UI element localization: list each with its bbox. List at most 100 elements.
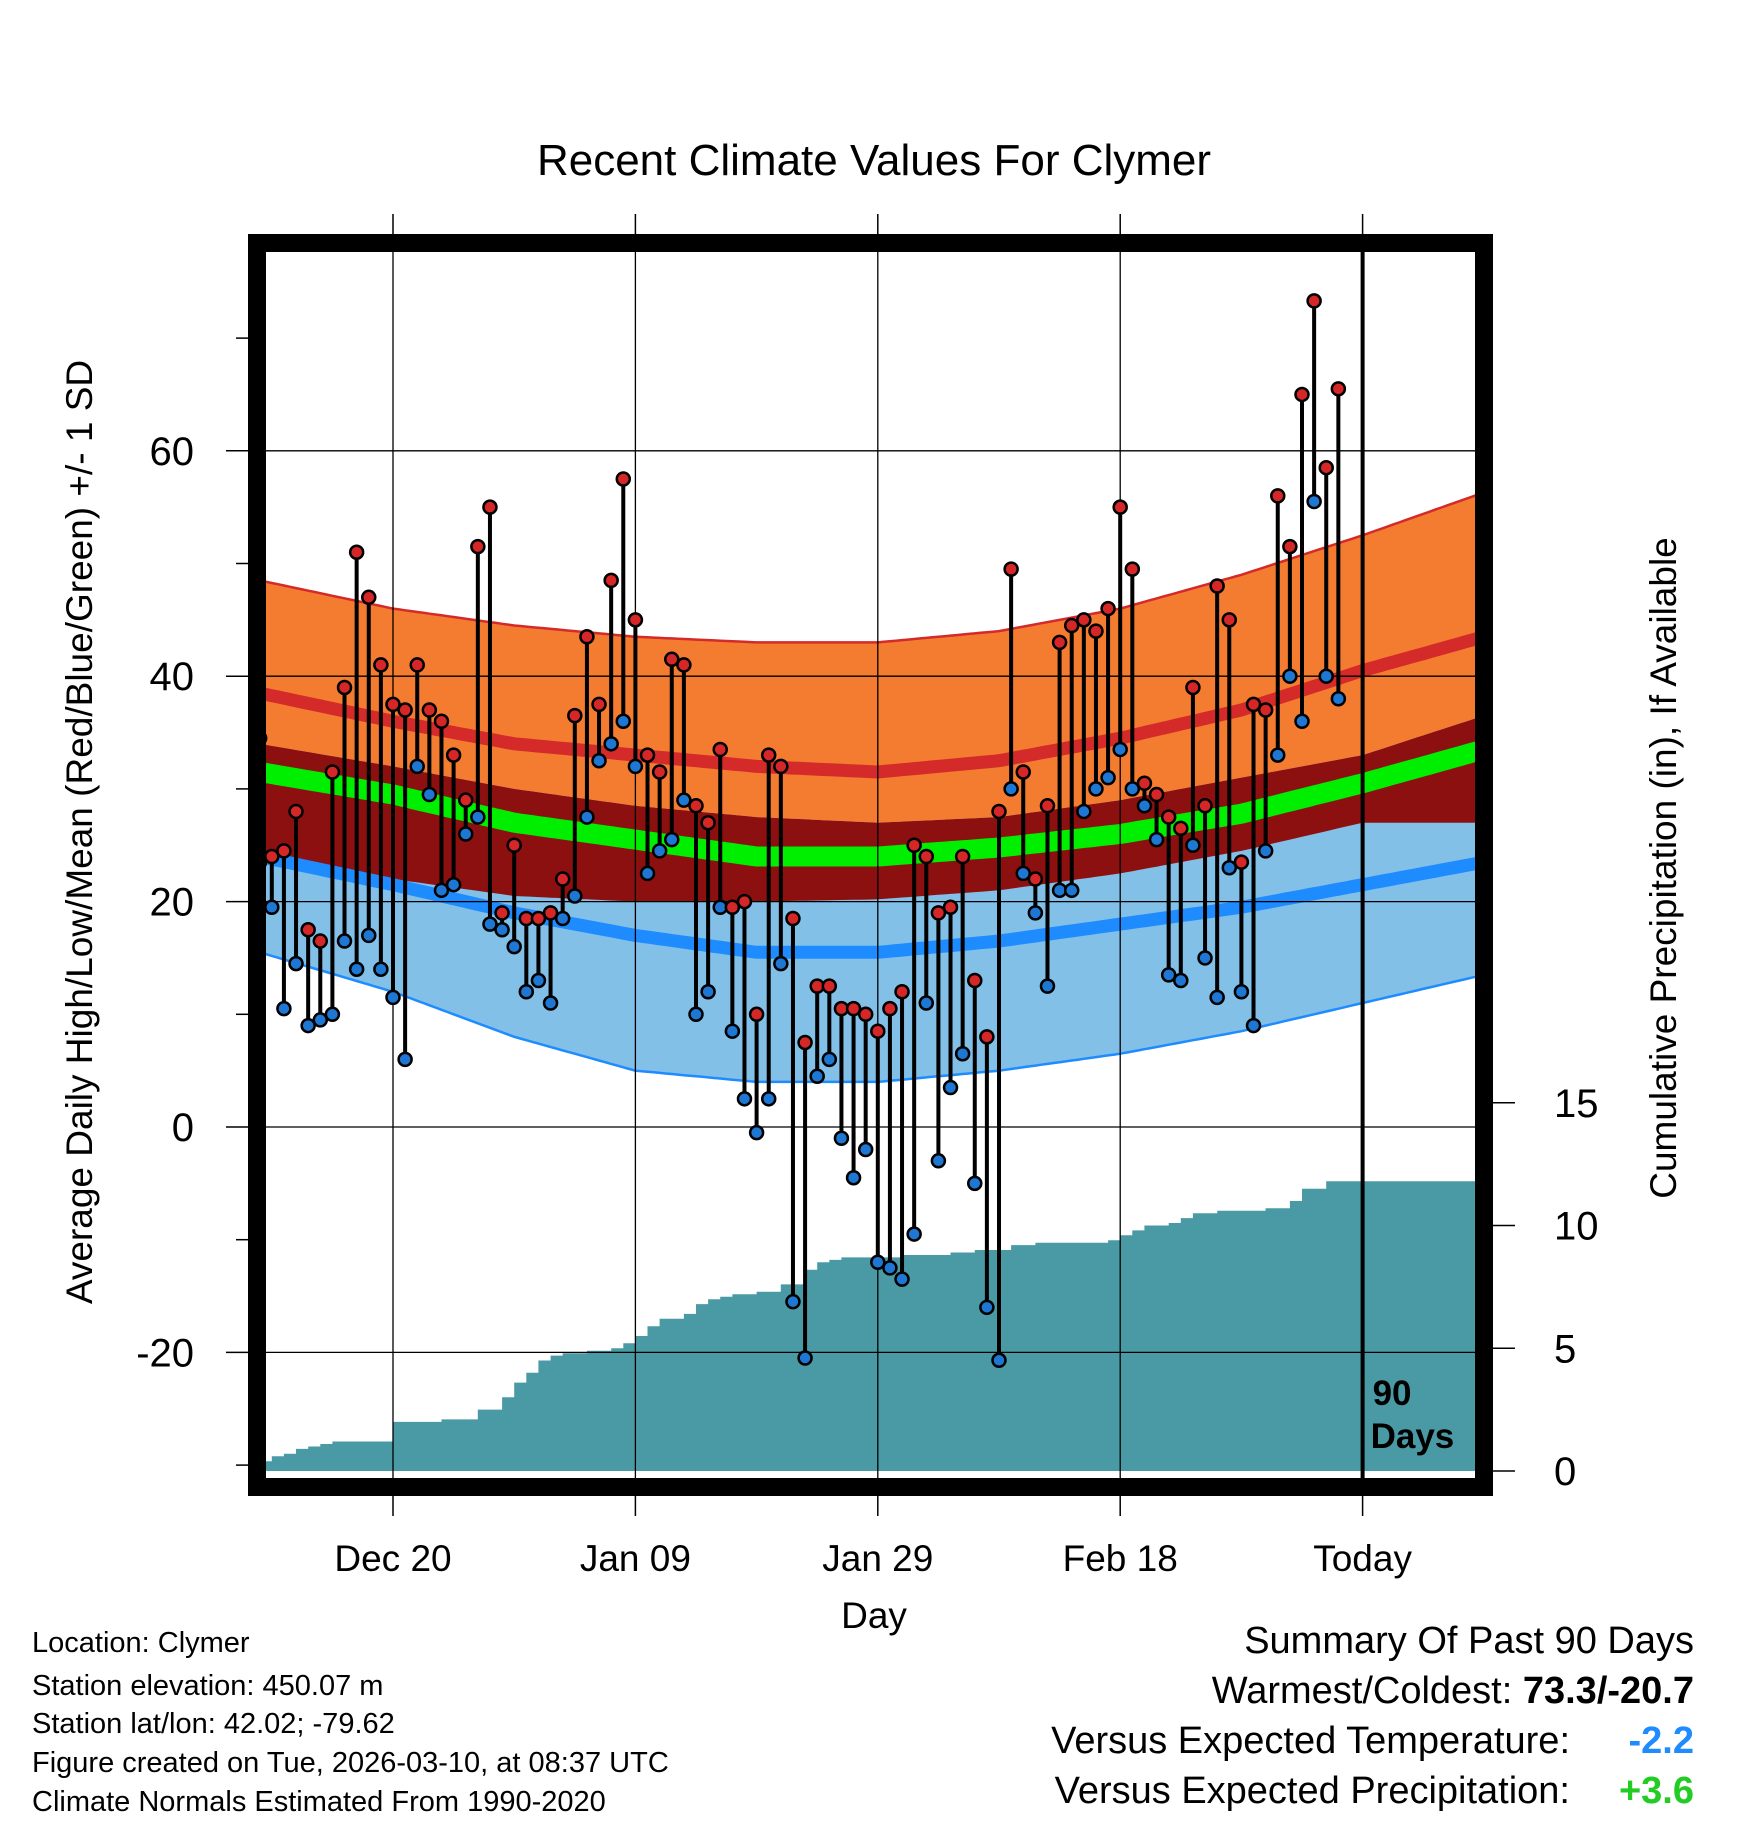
x-tick-label: Dec 20 <box>334 1538 451 1579</box>
low-point <box>288 955 304 972</box>
high-point <box>1015 764 1031 780</box>
high-point <box>894 984 910 1000</box>
low-point <box>385 989 401 1006</box>
high-point <box>482 499 498 515</box>
low-point <box>882 1260 898 1276</box>
high-point <box>748 1006 765 1023</box>
y2-tick-label: 15 <box>1554 1082 1599 1126</box>
low-point <box>433 882 450 899</box>
low-point <box>567 888 583 904</box>
plot-frame <box>248 234 1493 1496</box>
high-point <box>591 696 607 713</box>
high-point <box>1197 798 1213 814</box>
low-point <box>1027 905 1044 921</box>
low-point <box>421 786 438 803</box>
normal-high-line <box>258 630 1484 779</box>
high-point <box>712 741 728 758</box>
high-point <box>276 843 292 859</box>
high-point <box>300 922 316 938</box>
low-point <box>1318 668 1334 684</box>
low-point <box>700 984 716 1000</box>
low-point <box>773 955 789 972</box>
high-point <box>1257 702 1274 718</box>
low-point <box>1173 972 1189 989</box>
low-point <box>1245 1017 1262 1034</box>
high-point <box>1209 578 1225 594</box>
low-point <box>264 899 280 915</box>
summary-temp-value: -2.2 <box>1628 1720 1694 1762</box>
high-point <box>385 696 401 713</box>
high-point <box>882 1000 898 1017</box>
high-point <box>700 814 716 831</box>
summary-heading: Summary Of Past 90 Days <box>1244 1620 1694 1662</box>
high-point <box>1282 538 1298 555</box>
low-point <box>1100 769 1116 786</box>
low-point <box>1160 967 1177 983</box>
low-point <box>639 865 656 882</box>
low-point <box>591 752 607 769</box>
high-point <box>1221 612 1238 628</box>
low-point <box>942 1079 959 1096</box>
low-point <box>664 831 680 848</box>
low-point <box>494 922 510 938</box>
high-point <box>942 899 959 915</box>
y-tick-label: 60 <box>150 430 195 474</box>
summary-precip-value: +3.6 <box>1618 1770 1694 1812</box>
high-point <box>324 764 341 780</box>
high-point <box>554 871 571 887</box>
low-point <box>918 995 935 1011</box>
low-point <box>1039 978 1056 994</box>
high-point <box>457 792 474 808</box>
low-point <box>603 736 619 752</box>
low-point <box>518 984 535 1000</box>
high-point <box>506 837 522 853</box>
high-point <box>1063 617 1080 634</box>
low-point <box>1185 837 1201 853</box>
low-point <box>300 1017 316 1034</box>
high-point <box>1039 798 1056 814</box>
high-point <box>312 933 329 949</box>
low-point <box>1221 860 1238 876</box>
x-tick-label: Today <box>1313 1538 1412 1579</box>
low-point <box>1209 989 1225 1006</box>
low-point <box>967 1175 983 1192</box>
high-point <box>530 910 547 927</box>
high-point <box>1136 775 1153 792</box>
low-point <box>870 1254 886 1270</box>
plot-interior <box>257 243 1484 1487</box>
high-point <box>361 589 377 606</box>
low-sd-lower-edge <box>259 951 1484 1084</box>
low-point <box>688 1006 704 1023</box>
high-point <box>433 713 450 730</box>
low-point <box>312 1012 329 1028</box>
high-point <box>421 702 438 718</box>
low-point <box>1063 882 1080 899</box>
high-point <box>821 978 838 994</box>
y-tick-label: 20 <box>150 881 195 925</box>
today-days-number: 90 <box>1373 1374 1412 1413</box>
high-point <box>967 972 983 989</box>
low-point <box>845 1169 862 1186</box>
high-point <box>1318 459 1334 476</box>
high-point <box>627 612 644 628</box>
low-point <box>348 961 365 977</box>
low-point <box>651 843 668 859</box>
high-point <box>870 1023 886 1039</box>
summary-temp-label: Versus Expected Temperature: <box>1051 1720 1570 1762</box>
summary-warm-cold: Warmest/Coldest: 73.3/-20.7 <box>1212 1670 1694 1713</box>
high-point <box>579 629 595 645</box>
low-point <box>833 1130 850 1147</box>
info-created: Figure created on Tue, 2026-03-10, at 08… <box>32 1747 669 1779</box>
low-point <box>1015 865 1031 882</box>
low-point <box>615 713 632 730</box>
low-point <box>930 1153 947 1169</box>
y-tick-label: 0 <box>172 1106 194 1150</box>
low-point <box>1136 798 1153 814</box>
low-point <box>991 1352 1007 1369</box>
low-point <box>1088 781 1104 797</box>
high-point <box>1173 820 1189 837</box>
summary-warm-cold-value: 73.3/-20.7 <box>1522 1670 1694 1712</box>
high-point <box>1003 561 1019 577</box>
high-point <box>906 837 922 853</box>
